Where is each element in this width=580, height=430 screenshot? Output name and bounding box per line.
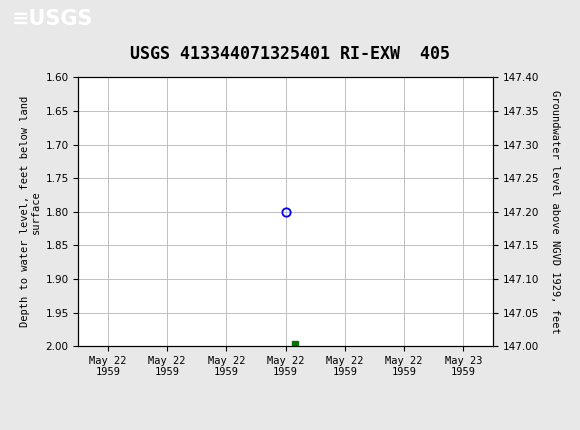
Y-axis label: Depth to water level, feet below land
surface: Depth to water level, feet below land su… <box>20 96 41 327</box>
Text: USGS 413344071325401 RI-EXW  405: USGS 413344071325401 RI-EXW 405 <box>130 45 450 63</box>
Y-axis label: Groundwater level above NGVD 1929, feet: Groundwater level above NGVD 1929, feet <box>550 90 560 334</box>
Text: ≡USGS: ≡USGS <box>12 9 93 29</box>
